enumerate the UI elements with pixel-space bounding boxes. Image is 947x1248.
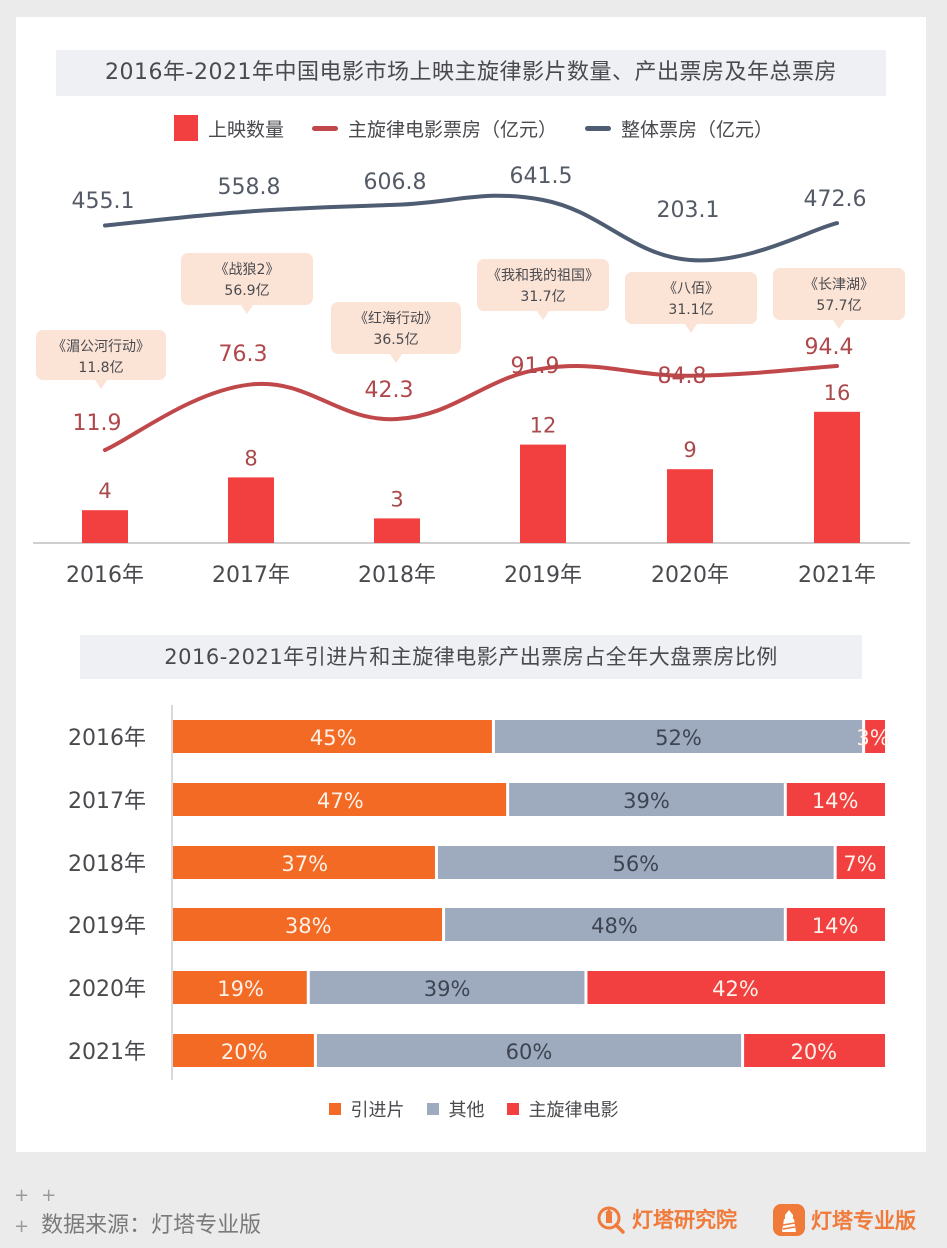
- line-main-theme-box-office: [103, 364, 839, 452]
- brand-text: 灯塔研究院: [632, 1208, 737, 1232]
- bar-value-label: 9: [683, 438, 696, 462]
- lighthouse-app-logo-icon: [773, 1204, 805, 1236]
- callout-film-title: 《战狼2》: [215, 262, 280, 278]
- legend-swatch-bar: [173, 115, 198, 141]
- x-tick-label: 2017年: [212, 563, 290, 588]
- line-value-label-red: 91.9: [511, 354, 560, 379]
- callout-box-office: 36.5亿: [373, 332, 418, 348]
- line-value-label-gray: 455.1: [72, 189, 135, 214]
- x-tick-label: 2019年: [504, 563, 582, 588]
- annotation-callout: 《湄公河行动》 11.8亿: [36, 330, 166, 389]
- plus-icon: +: [41, 1185, 57, 1206]
- legend-label: 引进片: [350, 1100, 405, 1121]
- annotation-callout: 《长津湖》 57.7亿: [773, 268, 905, 329]
- legend-swatch: [506, 1103, 519, 1115]
- legend-item-main-theme: 主旋律电影: [506, 1096, 619, 1122]
- legend-swatch: [328, 1103, 341, 1115]
- annotation-callout: 《红海行动》 36.5亿: [331, 302, 461, 363]
- chart1-legend: 上映数量 主旋律电影票房（亿元） 整体票房（亿元）: [0, 112, 947, 144]
- callout-box: [625, 272, 757, 324]
- legend-swatch: [426, 1103, 439, 1115]
- callout-pointer: [241, 305, 253, 314]
- bar-value-label: 8: [244, 446, 257, 470]
- bar-release-count: [228, 477, 274, 543]
- brand-text: 灯塔专业版: [811, 1209, 916, 1233]
- callout-film-title: 《我和我的祖国》: [487, 268, 599, 284]
- callout-pointer: [833, 320, 845, 329]
- bar-release-count: [520, 444, 566, 543]
- callout-pointer: [390, 354, 402, 363]
- callout-box: [36, 330, 166, 380]
- chart1-plot: 4 8 3 12 9 16 2016年 2017年 2018年 2019年 2020年 2021年 11…: [33, 164, 910, 588]
- callout-film-title: 《八佰》: [663, 281, 719, 297]
- legend-label: 主旋律电影票房（亿元）: [347, 118, 557, 141]
- source-text: 数据来源：灯塔专业版: [41, 1213, 262, 1238]
- brand-dengta-pro: 灯塔专业版: [773, 1204, 916, 1236]
- line-value-label-gray: 472.6: [804, 187, 867, 212]
- line-value-label-red: 94.4: [805, 335, 854, 360]
- line-value-label-red: 84.8: [658, 364, 707, 389]
- x-tick-label: 2018年: [358, 563, 436, 588]
- line-value-label-gray: 606.8: [364, 170, 427, 195]
- legend-item-total-box: 整体票房（亿元）: [585, 115, 773, 142]
- annotation-callout: 《八佰》 31.1亿: [625, 272, 757, 333]
- line-total-box-office: [103, 193, 839, 263]
- legend-label: 其他: [448, 1100, 485, 1121]
- bar-release-count: [82, 510, 128, 543]
- callout-film-title: 《红海行动》: [354, 311, 438, 327]
- chart1-title: 2016年-2021年中国电影市场上映主旋律影片数量、产出票房及年总票房: [56, 50, 886, 96]
- magnifier-lighthouse-logo-icon: [596, 1204, 626, 1234]
- infographic-card: [16, 17, 926, 1152]
- x-tick-label: 2016年: [66, 563, 144, 588]
- legend-item-imported: 引进片: [328, 1096, 405, 1122]
- callout-box-office: 31.1亿: [668, 302, 713, 318]
- legend-label: 整体票房（亿元）: [621, 118, 774, 141]
- x-tick-label: 2020年: [651, 563, 729, 588]
- callout-film-title: 《湄公河行动》: [52, 339, 150, 355]
- annotation-callout: 《战狼2》 56.9亿: [181, 253, 313, 314]
- legend-swatch-line-red: [311, 125, 338, 131]
- callout-box: [773, 268, 905, 320]
- bar-release-count: [667, 469, 713, 543]
- line-value-label-red: 76.3: [219, 342, 268, 367]
- legend-item-release-count: 上映数量: [173, 115, 284, 142]
- callout-box: [331, 302, 461, 354]
- plus-icon: +: [14, 1185, 30, 1206]
- legend-swatch-line-gray: [585, 125, 611, 131]
- x-tick-label: 2021年: [798, 563, 876, 588]
- legend-item-other: 其他: [426, 1096, 485, 1122]
- callout-box-office: 31.7亿: [520, 289, 565, 305]
- bar-value-label: 3: [390, 487, 403, 511]
- callout-box: [181, 253, 313, 305]
- callout-film-title: 《长津湖》: [804, 277, 874, 293]
- callout-pointer: [685, 324, 697, 333]
- bar-value-label: 16: [824, 381, 851, 405]
- line-value-label-red: 42.3: [365, 378, 414, 403]
- legend-label: 主旋律电影: [528, 1100, 619, 1121]
- callout-box-office: 56.9亿: [224, 283, 269, 299]
- legend-item-main-theme-box: 主旋律电影票房（亿元）: [311, 115, 557, 142]
- line-value-label-red: 11.9: [73, 411, 122, 436]
- annotation-callout: 《我和我的祖国》 31.7亿: [477, 259, 609, 320]
- callout-box-office: 57.7亿: [816, 298, 861, 314]
- brand-dengta-research: 灯塔研究院: [596, 1204, 737, 1234]
- callout-pointer: [537, 311, 549, 320]
- line-value-label-gray: 558.8: [218, 175, 281, 200]
- chart2-title: 2016-2021年引进片和主旋律电影产出票房占全年大盘票房比例: [80, 635, 862, 679]
- callout-pointer: [95, 380, 107, 389]
- bar-release-count: [814, 411, 860, 543]
- chart2-legend: 引进片 其他 主旋律电影: [0, 1094, 947, 1124]
- line-value-label-gray: 203.1: [657, 198, 720, 223]
- line-value-label-gray: 641.5: [510, 164, 573, 189]
- legend-label: 上映数量: [207, 118, 284, 141]
- bar-value-label: 12: [530, 414, 557, 438]
- plus-icon: +: [14, 1216, 30, 1237]
- callout-box-office: 11.8亿: [78, 360, 123, 376]
- callout-box: [477, 259, 609, 311]
- bar-release-count: [374, 518, 420, 543]
- bar-value-label: 4: [98, 479, 111, 503]
- footer-source: + + + 数据来源：灯塔专业版: [14, 1180, 261, 1242]
